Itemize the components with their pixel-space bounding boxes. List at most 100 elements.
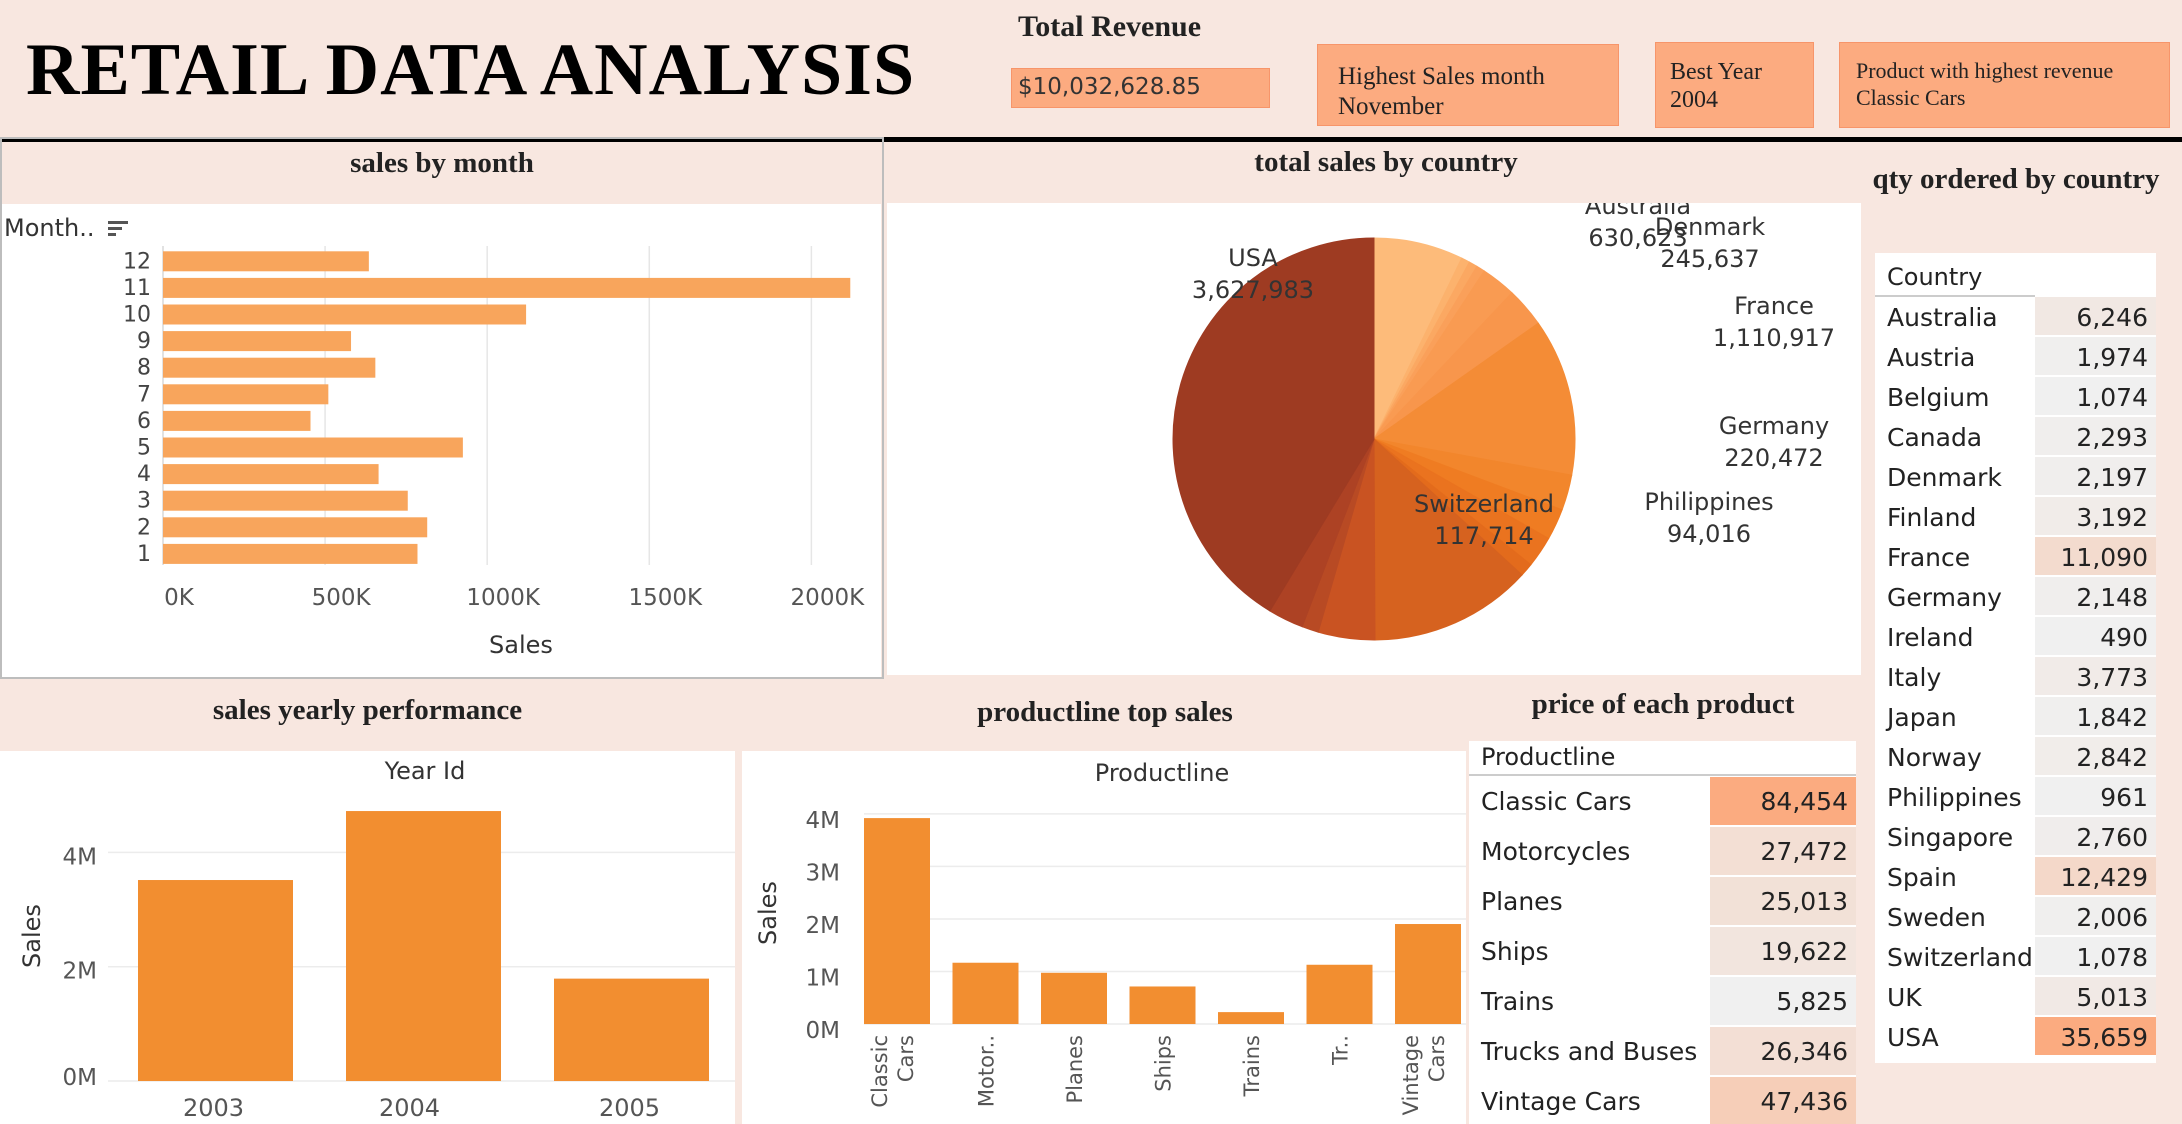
price-table-row[interactable]: Trucks and Buses 26,346 [1469,1027,1856,1077]
price-table-row[interactable]: Vintage Cars 47,436 [1469,1077,1856,1124]
month-bar [163,384,329,405]
qty-country-name: Finland [1887,503,1977,532]
month-bar [163,331,352,352]
qty-country-value: 2,197 [2035,457,2156,495]
pie-label-philippines: Philippines [1644,488,1773,516]
price-productline-name: Motorcycles [1481,837,1631,866]
qty-table-row[interactable]: Austria 1,974 [1875,337,2156,377]
price-table-row[interactable]: Ships 19,622 [1469,927,1856,977]
price-productline-name: Vintage Cars [1481,1087,1641,1116]
qty-table-row[interactable]: Canada 2,293 [1875,417,2156,457]
yearly-y-tick: 0M [63,1065,97,1091]
productline-bar [1395,924,1461,1024]
qty-table-row[interactable]: Germany 2,148 [1875,577,2156,617]
qty-table-row[interactable]: Ireland 490 [1875,617,2156,657]
productline-x-tick-part: Classic [868,1035,892,1108]
price-table: Productline Classic Cars 84,454 Motorcycle… [1469,741,1856,1124]
qty-country-name: USA [1887,1023,1939,1052]
total-revenue-value: $10,032,628.85 [1011,68,1270,108]
qty-table-row[interactable]: Belgium 1,074 [1875,377,2156,417]
kpi-month-value: November [1338,93,1444,120]
qty-table-row[interactable]: USA 35,659 [1875,1017,2156,1057]
productline-y-tick: 0M [806,1018,840,1044]
qty-country-name: Denmark [1887,463,2002,492]
month-bar [163,251,369,272]
price-productline-value: 19,622 [1710,927,1856,975]
pie-slice-usa [1172,237,1375,612]
month-y-tick: 4 [137,462,151,487]
yearly-y-axis-label: Sales [18,904,46,968]
productline-bar [952,962,1019,1024]
month-bar [163,517,428,538]
qty-country-name: Japan [1887,703,1957,732]
month-y-tick: 5 [137,436,151,461]
productline-title: productline top sales [977,696,1233,728]
productline-x-tick: Classic Cars [868,1035,918,1108]
qty-table-row[interactable]: Norway 2,842 [1875,737,2156,777]
price-table-row[interactable]: Trains 5,825 [1469,977,1856,1027]
price-productline-name: Trains [1481,987,1555,1016]
productline-x-tick: Trains [1240,1035,1264,1097]
yearly-y-tick: 4M [63,844,97,870]
qty-country-name: France [1887,543,1971,572]
price-productline-value: 25,013 [1710,877,1856,925]
qty-country-name: Austria [1887,343,1976,372]
productline-x-tick-part: Ships [1152,1035,1176,1092]
productline-x-tick-part: Planes [1063,1035,1087,1104]
qty-country-value: 3,192 [2035,497,2156,535]
month-x-tick: 2000K [791,585,866,611]
sales-by-month-panel [0,137,884,679]
productline-bar [864,818,930,1024]
qty-country-name: Australia [1887,303,1998,332]
qty-country-name: Singapore [1887,823,2014,852]
kpi-year-value: 2004 [1670,87,1718,113]
qty-table-header[interactable]: Country [1887,263,1983,291]
header-divider [0,137,2182,142]
qty-country-value: 11,090 [2035,537,2156,575]
price-table-row[interactable]: Motorcycles 27,472 [1469,827,1856,877]
qty-table-row[interactable]: Singapore 2,760 [1875,817,2156,857]
qty-table-row[interactable]: Denmark 2,197 [1875,457,2156,497]
qty-table-row[interactable]: Australia 6,246 [1875,297,2156,337]
productline-bar [1129,986,1196,1024]
price-productline-value: 5,825 [1710,977,1856,1025]
price-table-header[interactable]: Productline [1481,743,1616,771]
qty-table-row[interactable]: Philippines 961 [1875,777,2156,817]
qty-table-row[interactable]: France 11,090 [1875,537,2156,577]
price-table-body: Classic Cars 84,454 Motorcycles 27,472 Plane… [1469,777,1856,1124]
qty-country-value: 2,006 [2035,897,2156,935]
price-table-row[interactable]: Planes 25,013 [1469,877,1856,927]
qty-table-row[interactable]: Spain 12,429 [1875,857,2156,897]
pie-label-switzerland: Switzerland [1414,490,1554,518]
sales-by-country-title: total sales by country [1254,146,1518,178]
sort-icon[interactable] [108,220,129,238]
qty-country-value: 490 [2035,617,2156,655]
month-sort-label[interactable]: Month.. [4,214,129,242]
month-axis-title: Month.. [4,214,95,242]
month-y-tick: 7 [137,382,151,407]
productline-x-tick: Ships [1152,1035,1176,1092]
qty-table-row[interactable]: Sweden 2,006 [1875,897,2156,937]
qty-country-name: UK [1887,983,1922,1012]
productline-y-tick: 3M [806,860,840,886]
qty-country-name: Canada [1887,423,1983,452]
price-productline-value: 26,346 [1710,1027,1856,1075]
total-revenue-label: Total Revenue [1018,10,1202,43]
qty-country-name: Philippines [1887,783,2022,812]
pie-value-switzerland: 117,714 [1434,522,1533,550]
productline-x-tick: Motor.. [975,1035,999,1107]
price-table-row[interactable]: Classic Cars 84,454 [1469,777,1856,827]
qty-country-value: 6,246 [2035,297,2156,335]
qty-country-name: Ireland [1887,623,1974,652]
qty-table-row[interactable]: Italy 3,773 [1875,657,2156,697]
qty-table-row[interactable]: UK 5,013 [1875,977,2156,1017]
kpi-year-label: Best Year [1670,59,1763,85]
month-bar [163,277,851,298]
qty-country-value: 35,659 [2035,1017,2156,1055]
qty-table-row[interactable]: Japan 1,842 [1875,697,2156,737]
qty-country-value: 2,148 [2035,577,2156,615]
qty-table-row[interactable]: Switzerland 1,078 [1875,937,2156,977]
qty-table-row[interactable]: Finland 3,192 [1875,497,2156,537]
